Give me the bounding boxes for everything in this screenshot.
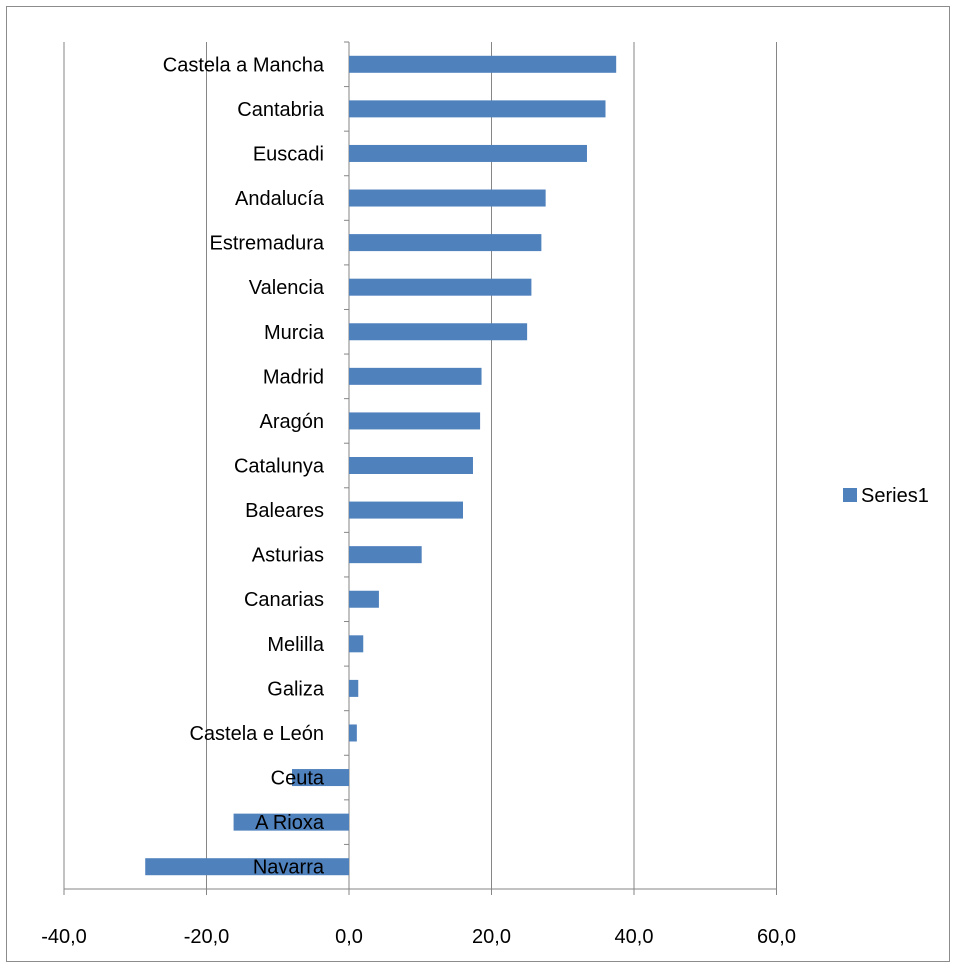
category-label: Euscadi: [253, 143, 324, 165]
bar: [349, 590, 379, 608]
bar: [349, 724, 357, 742]
category-label: A Rioxa: [255, 812, 325, 834]
category-label: Melilla: [267, 634, 325, 656]
category-label: Andalucía: [235, 188, 325, 210]
category-label: Cantabria: [237, 99, 325, 121]
category-label: Navarra: [253, 857, 325, 879]
bar: [349, 367, 482, 385]
x-tick-label: 0,0: [335, 926, 363, 948]
legend-swatch: [843, 488, 857, 502]
category-label: Canarias: [244, 589, 324, 611]
category-label: Asturias: [252, 545, 324, 567]
category-label: Madrid: [263, 366, 324, 388]
bar: [233, 813, 349, 831]
bar: [349, 679, 359, 697]
gridlines: [63, 42, 777, 889]
x-tick-label: 40,0: [615, 926, 654, 948]
bar: [349, 501, 463, 519]
bar: [349, 234, 542, 252]
legend: Series1: [843, 485, 929, 507]
bar: [349, 546, 422, 564]
x-tick-label: -40,0: [41, 926, 87, 948]
x-tick-labels: -40,0 -20,0 0,0 20,0 40,0 60,0: [41, 926, 796, 948]
category-label: Murcia: [264, 322, 325, 344]
x-tick-label: 20,0: [472, 926, 511, 948]
bar: [349, 278, 532, 296]
bar: [145, 858, 349, 876]
category-label: Estremadura: [210, 233, 325, 255]
bar: [349, 100, 606, 118]
category-label: Castela a Mancha: [163, 54, 325, 76]
bar: [349, 323, 528, 341]
category-label: Valencia: [249, 277, 325, 299]
bars: [145, 55, 617, 876]
bar: [349, 144, 587, 162]
chart-frame: [6, 6, 950, 962]
bar: [292, 769, 349, 787]
bar: [349, 55, 617, 73]
category-label: Ceuta: [271, 768, 325, 790]
legend-label: Series1: [861, 485, 929, 507]
bar: [349, 412, 481, 430]
bar: [349, 189, 546, 207]
category-label: Aragón: [260, 411, 325, 433]
bar: [349, 635, 364, 653]
x-tick-label: 60,0: [757, 926, 796, 948]
category-label: Castela e León: [189, 723, 324, 745]
category-label: Galiza: [267, 678, 325, 700]
category-label: Catalunya: [234, 456, 325, 478]
bar: [349, 457, 473, 474]
x-tick-label: -20,0: [184, 926, 230, 948]
category-label: Baleares: [245, 500, 324, 522]
category-labels: Castela a Mancha Cantabria Euscadi Andalucí…: [163, 54, 325, 878]
